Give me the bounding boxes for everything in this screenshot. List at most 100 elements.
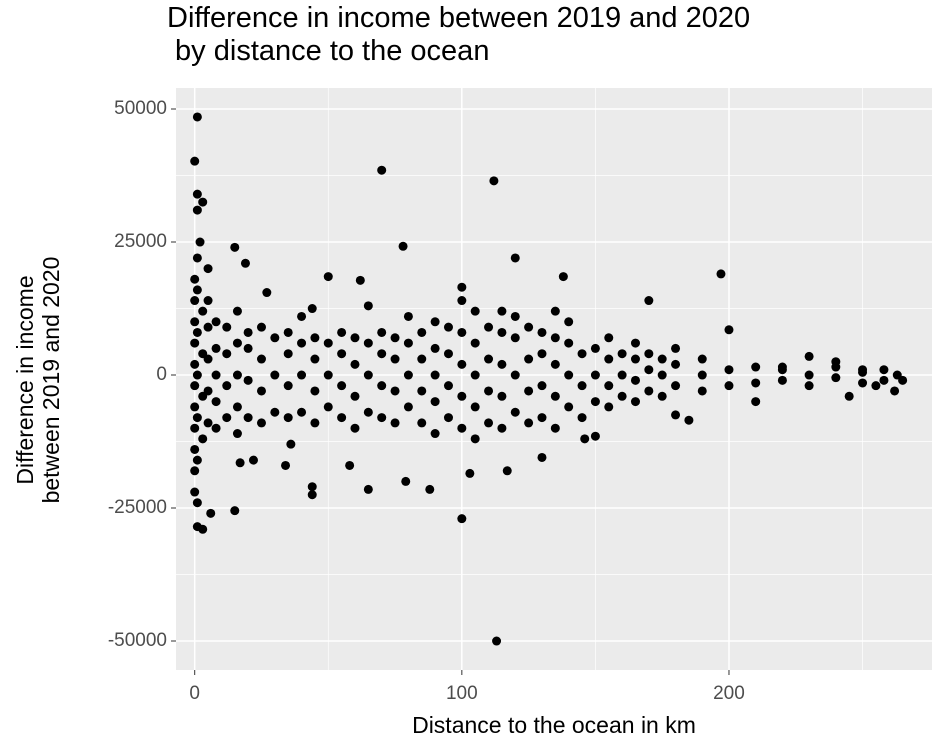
y-tick-label: -25000 — [108, 497, 167, 518]
point — [577, 413, 587, 423]
y-tick-label: 0 — [156, 364, 167, 385]
point — [283, 413, 293, 423]
point — [417, 354, 427, 364]
point — [510, 370, 520, 380]
point — [256, 386, 266, 396]
point — [283, 327, 293, 337]
point — [203, 386, 213, 396]
point — [297, 338, 307, 348]
point — [443, 413, 453, 423]
point — [564, 402, 574, 412]
point — [724, 381, 734, 391]
point — [892, 370, 902, 380]
point — [457, 296, 467, 306]
point — [192, 205, 202, 215]
point — [417, 386, 427, 396]
point — [510, 311, 520, 321]
point — [590, 343, 600, 353]
point — [403, 402, 413, 412]
point — [558, 272, 568, 282]
point — [697, 354, 707, 364]
point — [644, 386, 654, 396]
point — [457, 391, 467, 401]
point — [537, 452, 547, 462]
y-tick-label: 25000 — [114, 231, 167, 252]
point — [222, 413, 232, 423]
point — [310, 333, 320, 343]
point — [232, 370, 242, 380]
point — [243, 343, 253, 353]
y-tick-label: -50000 — [108, 630, 167, 651]
point — [751, 397, 761, 407]
y-axis-label: Difference in income between 2019 and 20… — [12, 256, 64, 504]
point — [222, 349, 232, 359]
point — [564, 317, 574, 327]
point — [190, 156, 200, 166]
point — [192, 253, 202, 263]
point — [363, 301, 373, 311]
point — [550, 423, 560, 433]
point — [879, 375, 889, 385]
point — [203, 418, 213, 428]
point — [323, 370, 333, 380]
point — [377, 327, 387, 337]
point — [430, 317, 440, 327]
point — [470, 402, 480, 412]
point — [190, 487, 200, 497]
point — [470, 306, 480, 316]
point — [222, 322, 232, 332]
point — [617, 349, 627, 359]
point — [363, 370, 373, 380]
point — [232, 338, 242, 348]
point — [337, 349, 347, 359]
point — [524, 418, 534, 428]
point — [211, 317, 221, 327]
point — [657, 370, 667, 380]
point — [550, 306, 560, 316]
point — [751, 362, 761, 372]
point — [203, 322, 213, 332]
point — [377, 413, 387, 423]
point — [417, 327, 427, 337]
point — [307, 304, 317, 314]
point — [270, 370, 280, 380]
point — [337, 381, 347, 391]
point — [804, 381, 814, 391]
point — [804, 370, 814, 380]
point — [248, 455, 258, 465]
point — [537, 327, 547, 337]
point — [510, 253, 520, 263]
point — [203, 296, 213, 306]
point — [403, 338, 413, 348]
point — [430, 397, 440, 407]
point — [230, 506, 240, 516]
point — [323, 338, 333, 348]
point — [307, 482, 317, 492]
point — [195, 237, 205, 247]
point — [617, 370, 627, 380]
point — [716, 269, 726, 279]
point — [377, 381, 387, 391]
point — [724, 365, 734, 375]
point — [630, 354, 640, 364]
point — [390, 333, 400, 343]
point — [497, 423, 507, 433]
point — [580, 434, 590, 444]
point — [470, 434, 480, 444]
point — [497, 391, 507, 401]
point — [198, 197, 208, 207]
point — [777, 375, 787, 385]
point — [604, 354, 614, 364]
point — [243, 327, 253, 337]
point — [425, 484, 435, 494]
point — [777, 365, 787, 375]
point — [537, 413, 547, 423]
point — [443, 322, 453, 332]
point — [211, 370, 221, 380]
point — [377, 349, 387, 359]
point — [401, 476, 411, 486]
point — [457, 514, 467, 524]
point — [443, 349, 453, 359]
point — [403, 370, 413, 380]
point — [190, 296, 200, 306]
